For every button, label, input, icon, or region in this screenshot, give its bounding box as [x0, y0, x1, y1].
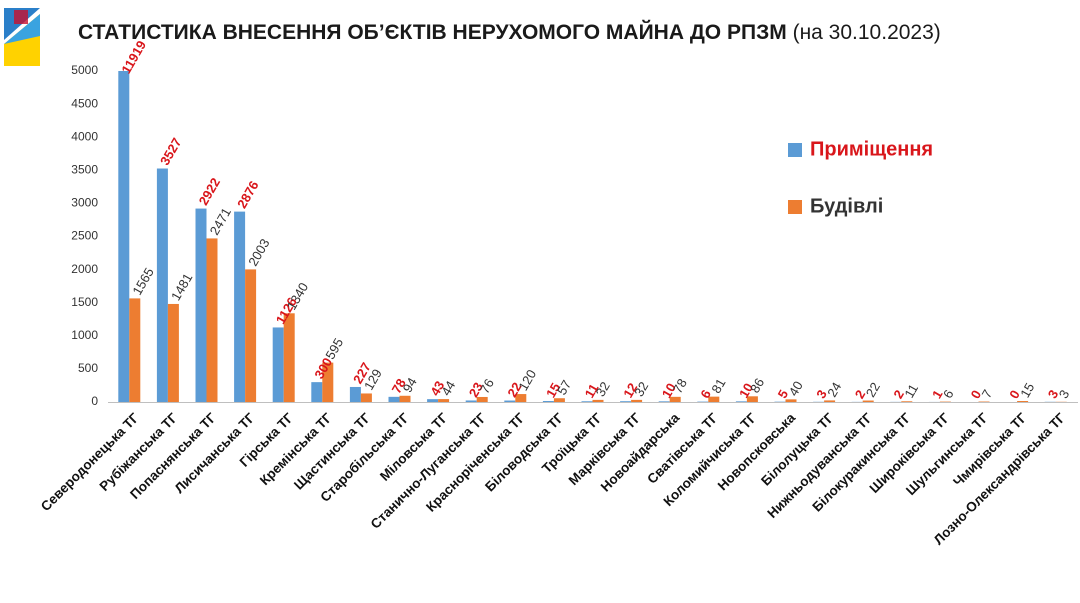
data-label: 11919 [118, 38, 149, 76]
data-label: 78 [389, 376, 409, 396]
data-label: 1340 [284, 280, 311, 313]
bar [118, 71, 130, 402]
bar [438, 399, 450, 402]
data-label: 3527 [157, 135, 184, 168]
bar [167, 303, 179, 402]
data-label: 15 [1017, 380, 1037, 400]
y-tick-label: 4000 [71, 129, 98, 143]
bar [399, 395, 411, 402]
data-label: 10 [659, 381, 679, 401]
bar [156, 168, 168, 402]
data-label: 2471 [207, 205, 234, 238]
bar [824, 400, 836, 402]
y-tick-label: 2500 [71, 229, 98, 243]
data-label: 2922 [196, 175, 223, 208]
bar [234, 211, 246, 402]
y-tick-label: 4500 [71, 96, 98, 110]
legend-swatch [788, 143, 802, 157]
bar [708, 396, 720, 402]
bar [129, 298, 141, 402]
data-label: 22 [863, 380, 883, 400]
bar [206, 238, 218, 402]
data-label: 32 [631, 379, 651, 399]
data-label: 94 [400, 375, 420, 395]
data-label: 43 [427, 378, 447, 398]
bar [322, 362, 334, 402]
data-label: 11 [901, 381, 921, 400]
y-tick-label: 1500 [71, 295, 98, 309]
data-label: 86 [747, 375, 767, 395]
data-label: 2876 [234, 178, 261, 211]
data-label: 32 [593, 379, 613, 399]
y-tick-label: 0 [91, 394, 98, 408]
bar [245, 269, 257, 402]
data-label: 1565 [129, 265, 156, 298]
chart-title: СТАТИСТИКА ВНЕСЕННЯ ОБ’ЄКТІВ НЕРУХОМОГО … [78, 20, 941, 44]
data-label: 1481 [168, 271, 195, 304]
bar [735, 401, 747, 402]
data-label: 81 [708, 376, 728, 396]
bar [504, 400, 516, 402]
bar [581, 401, 593, 402]
data-label: 23 [466, 380, 486, 400]
title: СТАТИСТИКА ВНЕСЕННЯ ОБ’ЄКТІВ НЕРУХОМОГО … [78, 20, 787, 44]
data-label: 40 [786, 379, 806, 399]
legend-swatch [788, 200, 802, 214]
bar [476, 396, 488, 402]
data-label: 2003 [245, 236, 272, 269]
data-label: 15 [543, 380, 563, 400]
bar [658, 401, 670, 402]
y-tick-label: 1000 [71, 328, 98, 342]
subtitle: (на 30.10.2023) [793, 21, 941, 44]
y-tick-label: 2000 [71, 262, 98, 276]
bar [388, 396, 400, 402]
logo [4, 8, 40, 66]
bar [631, 399, 643, 402]
bar [311, 382, 323, 402]
bar [553, 398, 565, 402]
bar [620, 401, 632, 402]
bar [515, 394, 527, 402]
bar [669, 396, 681, 402]
bar [592, 399, 604, 402]
data-label: 11 [582, 381, 602, 400]
bar [746, 396, 758, 402]
data-label: 10 [736, 381, 756, 401]
plot-area [118, 71, 1067, 402]
x-tick-label: Міловська ТГ [377, 410, 451, 484]
legend-label: Будівлі [810, 195, 883, 217]
bar [542, 401, 554, 402]
bar [283, 313, 295, 402]
bar [1017, 401, 1029, 402]
data-label: 22 [504, 380, 524, 400]
data-label: 12 [620, 380, 640, 400]
bar [465, 400, 477, 402]
bar [862, 400, 874, 402]
y-tick-label: 3000 [71, 196, 98, 210]
bar [785, 399, 797, 402]
y-tick-label: 3500 [71, 162, 98, 176]
bar [427, 399, 439, 402]
bar [360, 393, 372, 402]
data-label: 78 [670, 376, 690, 396]
y-tick-label: 5000 [71, 63, 98, 77]
y-tick-label: 500 [78, 361, 98, 375]
data-label: 57 [554, 377, 574, 397]
data-label: 24 [824, 380, 844, 400]
legend-label: Приміщення [810, 138, 933, 160]
bar [901, 401, 913, 402]
bar [195, 208, 207, 402]
bar [272, 327, 284, 402]
bar [349, 386, 361, 402]
data-label: 76 [477, 376, 497, 396]
data-label: 44 [438, 378, 458, 398]
